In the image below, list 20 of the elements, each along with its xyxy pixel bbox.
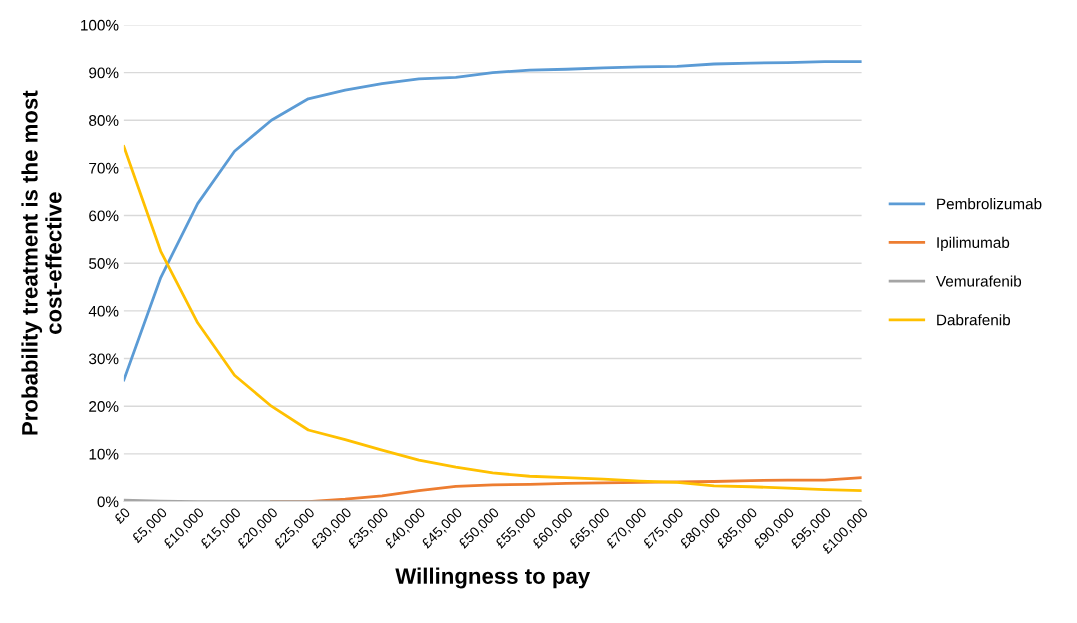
y-tick-label: 70% xyxy=(89,162,119,174)
legend-label: Vemurafenib xyxy=(936,275,1022,287)
y-tick-label: 100% xyxy=(81,19,119,31)
y-tick-label: 10% xyxy=(89,448,119,460)
y-tick-label: 20% xyxy=(89,401,119,412)
line-series xyxy=(123,60,862,382)
y-tick-label: 0% xyxy=(97,496,119,508)
y-tick-label: 60% xyxy=(89,210,119,222)
y-axis-title: Probability treatment is the most cost-effective xyxy=(21,90,62,435)
y-tick-label: 40% xyxy=(88,305,119,317)
legend-label: Dabrafenib xyxy=(937,314,1011,326)
line-series xyxy=(123,145,862,492)
y-tick-label: 80% xyxy=(89,115,119,126)
x-axis-title: Willingness to pay xyxy=(395,567,591,589)
y-tick-label: 50% xyxy=(89,258,119,269)
legend-label: Ipilimumab xyxy=(937,236,1010,251)
legend-label: Pembrolizumab xyxy=(937,198,1042,210)
y-tick-label: 90% xyxy=(89,67,119,79)
y-tick-label: 30% xyxy=(89,353,119,365)
x-tick-label: £0 xyxy=(113,507,131,525)
